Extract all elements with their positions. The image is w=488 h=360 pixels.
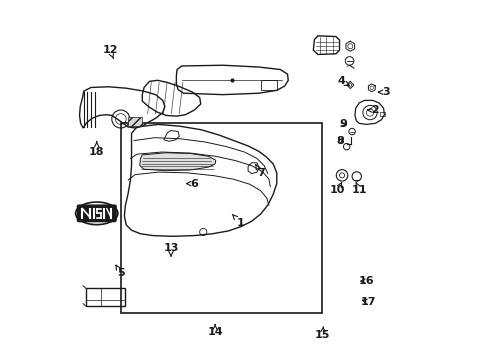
FancyBboxPatch shape xyxy=(77,205,116,222)
Text: 15: 15 xyxy=(314,327,330,340)
Text: 8: 8 xyxy=(336,136,344,145)
Text: 12: 12 xyxy=(102,45,118,58)
Text: 1: 1 xyxy=(232,215,244,228)
Bar xyxy=(379,112,384,116)
Text: 10: 10 xyxy=(329,182,345,195)
Text: 2: 2 xyxy=(367,105,379,115)
Bar xyxy=(260,80,276,90)
Bar xyxy=(128,117,142,126)
Text: 13: 13 xyxy=(163,243,178,256)
Polygon shape xyxy=(140,153,215,171)
Text: 17: 17 xyxy=(360,297,375,307)
Text: 18: 18 xyxy=(89,141,104,157)
Text: 16: 16 xyxy=(358,276,373,286)
Text: 3: 3 xyxy=(378,87,389,97)
Bar xyxy=(121,123,321,313)
Text: 4: 4 xyxy=(337,76,348,86)
Text: 9: 9 xyxy=(339,120,346,129)
Bar xyxy=(86,288,124,306)
Text: 7: 7 xyxy=(255,165,264,178)
Text: 6: 6 xyxy=(186,179,198,189)
Text: 11: 11 xyxy=(351,182,366,195)
Text: 5: 5 xyxy=(116,265,124,278)
Text: 14: 14 xyxy=(207,325,223,337)
